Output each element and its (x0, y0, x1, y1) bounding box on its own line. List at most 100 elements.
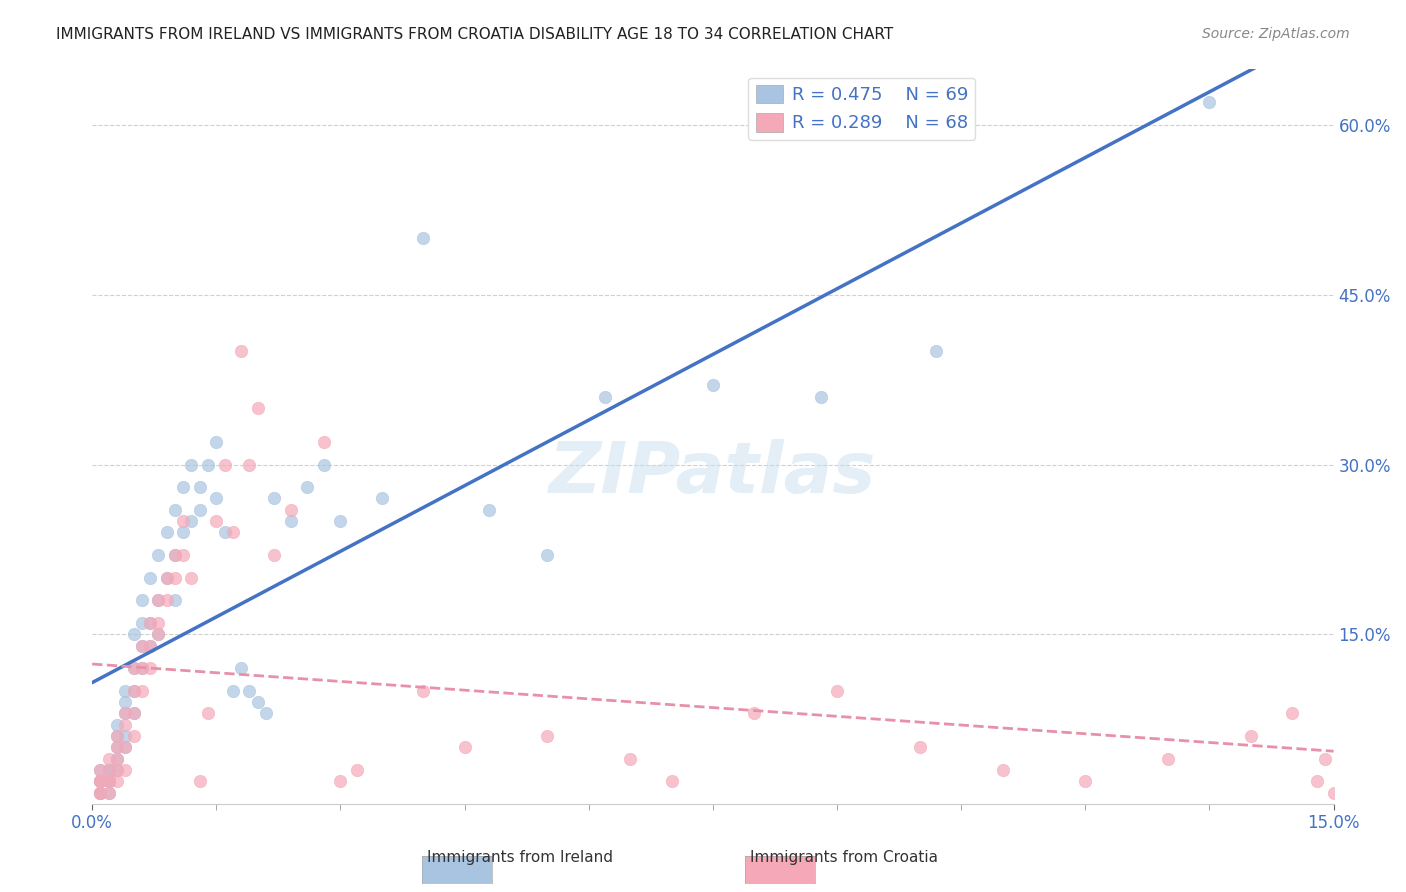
Point (105, 740, 128, 755)
Point (139, 615, 162, 630)
Point (1281, 706, 1303, 721)
Point (1240, 729, 1263, 743)
Text: ZIPatlas: ZIPatlas (550, 439, 876, 508)
Point (329, 514, 352, 528)
Point (97, 774, 120, 789)
Point (148, 593, 170, 607)
Point (371, 491, 394, 506)
Point (188, 503, 211, 517)
Point (105, 752, 128, 766)
Point (114, 729, 136, 743)
Point (156, 571, 179, 585)
Point (172, 548, 194, 562)
Point (97, 774, 120, 789)
Point (105, 763, 128, 777)
Point (114, 706, 136, 721)
Point (312, 434, 335, 449)
Point (163, 548, 186, 562)
Point (172, 525, 194, 540)
Point (148, 627, 170, 641)
Point (89, 774, 111, 789)
Point (105, 740, 128, 755)
Point (114, 695, 136, 709)
Point (222, 525, 245, 540)
Point (114, 706, 136, 721)
Point (131, 615, 153, 630)
Point (148, 593, 170, 607)
Point (825, 683, 848, 698)
Point (89, 786, 111, 800)
Text: IMMIGRANTS FROM IRELAND VS IMMIGRANTS FROM CROATIA DISABILITY AGE 18 TO 34 CORRE: IMMIGRANTS FROM IRELAND VS IMMIGRANTS FR… (56, 27, 893, 42)
Point (702, 378, 724, 392)
Point (197, 706, 219, 721)
Point (89, 763, 111, 777)
Point (246, 695, 269, 709)
Point (114, 740, 136, 755)
Point (163, 593, 186, 607)
Point (346, 763, 368, 777)
Point (412, 231, 434, 245)
Point (238, 683, 260, 698)
Point (105, 718, 128, 732)
Point (156, 593, 179, 607)
Text: Source: ZipAtlas.com: Source: ZipAtlas.com (1202, 27, 1350, 41)
Point (163, 571, 186, 585)
Point (163, 503, 186, 517)
Point (139, 571, 162, 585)
Legend: R = 0.475    N = 69, R = 0.289    N = 68: R = 0.475 N = 69, R = 0.289 N = 68 (748, 78, 976, 140)
Point (122, 661, 145, 675)
Point (131, 593, 153, 607)
Point (205, 434, 228, 449)
Point (131, 683, 153, 698)
Point (1315, 752, 1337, 766)
Point (205, 491, 228, 506)
Point (89, 786, 111, 800)
Point (329, 774, 352, 789)
Point (114, 683, 136, 698)
Point (312, 458, 335, 472)
Point (131, 639, 153, 653)
Point (139, 639, 162, 653)
Point (89, 786, 111, 800)
Point (991, 763, 1014, 777)
Point (205, 514, 228, 528)
Point (131, 661, 153, 675)
Point (254, 706, 277, 721)
Point (105, 774, 128, 789)
Point (188, 480, 211, 494)
Point (222, 683, 245, 698)
Point (122, 683, 145, 698)
Point (536, 548, 558, 562)
Point (122, 706, 145, 721)
Point (1323, 786, 1346, 800)
Point (908, 740, 931, 755)
Point (214, 525, 236, 540)
Point (172, 480, 194, 494)
Point (114, 740, 136, 755)
Point (172, 514, 194, 528)
Point (139, 661, 162, 675)
Point (231, 344, 253, 359)
Point (478, 503, 501, 517)
Point (97, 763, 120, 777)
Point (97, 752, 120, 766)
Point (156, 525, 179, 540)
Point (97, 763, 120, 777)
Point (280, 514, 302, 528)
Point (89, 774, 111, 789)
Point (742, 706, 765, 721)
Point (148, 615, 170, 630)
Point (122, 729, 145, 743)
Point (156, 571, 179, 585)
Point (188, 774, 211, 789)
Point (280, 503, 302, 517)
Point (810, 390, 832, 404)
Point (263, 491, 285, 506)
Point (89, 774, 111, 789)
Point (97, 774, 120, 789)
Point (148, 548, 170, 562)
Point (1157, 752, 1180, 766)
Point (122, 683, 145, 698)
Point (97, 786, 120, 800)
Point (297, 480, 319, 494)
